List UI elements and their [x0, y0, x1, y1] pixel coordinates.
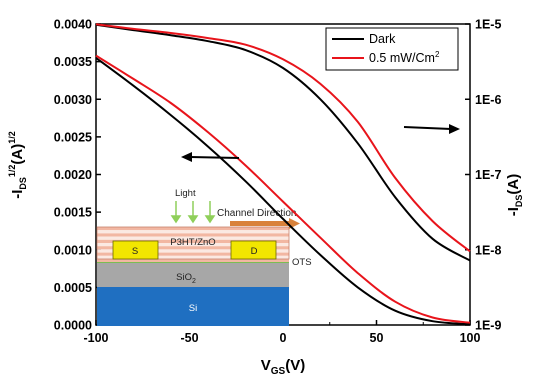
x-tick-label: 100: [460, 331, 481, 345]
yr-title-unit: (A): [505, 174, 522, 195]
y-left-tick-label: 0.0040: [54, 18, 92, 32]
x-tick-label: 0: [280, 331, 287, 345]
semiconductor-stripe: [97, 252, 289, 256]
x-title-sub: GS: [271, 366, 286, 376]
y-left-axis-title: -IDS1/2(A)1/2: [7, 131, 28, 199]
source-electrode: [112, 240, 159, 260]
y-right-tick-label: 1E-6: [475, 93, 501, 107]
y-left-tick-label: 0.0035: [54, 55, 92, 69]
y-left-tick-label: 0.0015: [54, 206, 92, 220]
semiconductor-stripes: [96, 226, 290, 263]
light-arrowhead-2: [187, 215, 199, 224]
semiconductor-stripe: [97, 249, 289, 253]
y-right-tick-label: 1E-5: [475, 18, 501, 32]
ots-label: OTS: [292, 257, 312, 268]
source-label: S: [132, 246, 138, 257]
light-label: Light: [175, 188, 196, 199]
yr-title-main: -I: [505, 207, 522, 216]
semiconductor-stripe: [97, 239, 289, 243]
semiconductor-outline: [96, 226, 290, 260]
light-arrows: [170, 201, 216, 224]
semiconductor-label: P3HT/ZnO: [170, 237, 215, 248]
yl-title-sup2: 1/2: [7, 131, 17, 144]
y-right-tick-label: 1E-7: [475, 168, 501, 182]
y-left-tick-label: 0.0000: [54, 319, 92, 333]
y-left-axis-ticks: 0.0000 0.0005 0.0010 0.0015 0.0020 0.0025 0.00…: [54, 18, 101, 333]
legend: Dark 0.5 mW/Cm2: [325, 27, 459, 71]
yr-title-sub: DS: [514, 195, 524, 208]
legend-label-light-sup: 2: [435, 50, 440, 59]
yl-title-main: -I: [9, 190, 26, 199]
series-line-dark-left: [95, 57, 471, 326]
y-left-tick-label: 0.0005: [54, 281, 92, 295]
semiconductor-stripe: [97, 233, 289, 237]
x-axis-title: VGS(V): [261, 357, 305, 376]
sio2-sub: 2: [192, 278, 196, 285]
drain-label: D: [251, 246, 258, 257]
semiconductor-stripe: [97, 259, 289, 263]
y-left-tick-label: 0.0025: [54, 130, 92, 144]
x-tick-label: 50: [370, 331, 384, 345]
device-schematic-inset: Si SiO2 OTS S D P3HT/ZnO Light Channel D…: [96, 188, 312, 326]
y-right-tick-label: 1E-8: [475, 243, 501, 257]
left-arrow-shaft: [189, 156, 240, 159]
x-tick-label: -100: [83, 331, 108, 345]
x-title-unit: (V): [285, 357, 305, 374]
semiconductor-stripe: [97, 227, 289, 231]
y-right-tick-label: 1E-9: [475, 319, 501, 333]
legend-label-dark: Dark: [369, 32, 396, 46]
y-left-tick-label: 0.0030: [54, 93, 92, 107]
y-left-tick-label: 0.0010: [54, 243, 92, 257]
si-substrate: [97, 287, 289, 326]
channel-direction-label: Channel Direction: [217, 208, 297, 219]
legend-label-light: 0.5 mW/Cm2: [369, 50, 440, 65]
semiconductor-stripe: [97, 246, 289, 250]
sio2-label: SiO2: [176, 272, 196, 285]
channel-arrow-shaft: [230, 221, 290, 226]
legend-box: [325, 27, 459, 71]
x-title-main: V: [261, 357, 271, 374]
y-right-axis-ticks: 1E-9 1E-8 1E-7 1E-6 1E-5: [465, 18, 501, 333]
semiconductor-stripe: [97, 255, 289, 259]
light-arrowhead-3: [204, 215, 216, 224]
drain-electrode: [230, 240, 277, 260]
x-tick-label: -50: [180, 331, 198, 345]
semiconductor-stripe: [97, 243, 289, 247]
left-axis-direction-arrow: [181, 152, 240, 162]
semiconductor-stripe: [97, 230, 289, 234]
light-arrowhead-1: [170, 215, 182, 224]
legend-label-light-text: 0.5 mW/Cm: [369, 51, 435, 65]
right-axis-direction-arrow: [403, 124, 460, 134]
sio2-layer: [97, 263, 289, 287]
y-right-axis-title: -IDS(A): [505, 174, 524, 217]
series-line-0-5-mw-cm2-left: [95, 54, 471, 324]
yl-title-sub: DS: [18, 177, 28, 190]
right-arrow-head: [449, 124, 460, 134]
left-arrow-head: [181, 152, 192, 162]
right-arrow-shaft: [403, 126, 452, 130]
sio2-main: SiO: [176, 272, 192, 283]
series-line-0-5-mw-cm2-right: [95, 23, 471, 253]
semiconductor-stripe: [97, 236, 289, 240]
yl-title-unit: (A): [9, 144, 26, 165]
yl-title-sup: 1/2: [7, 165, 17, 178]
series-layer: [95, 23, 471, 326]
y-left-tick-label: 0.0020: [54, 168, 92, 182]
si-label: Si: [189, 303, 197, 314]
series-line-dark-right: [95, 23, 471, 262]
